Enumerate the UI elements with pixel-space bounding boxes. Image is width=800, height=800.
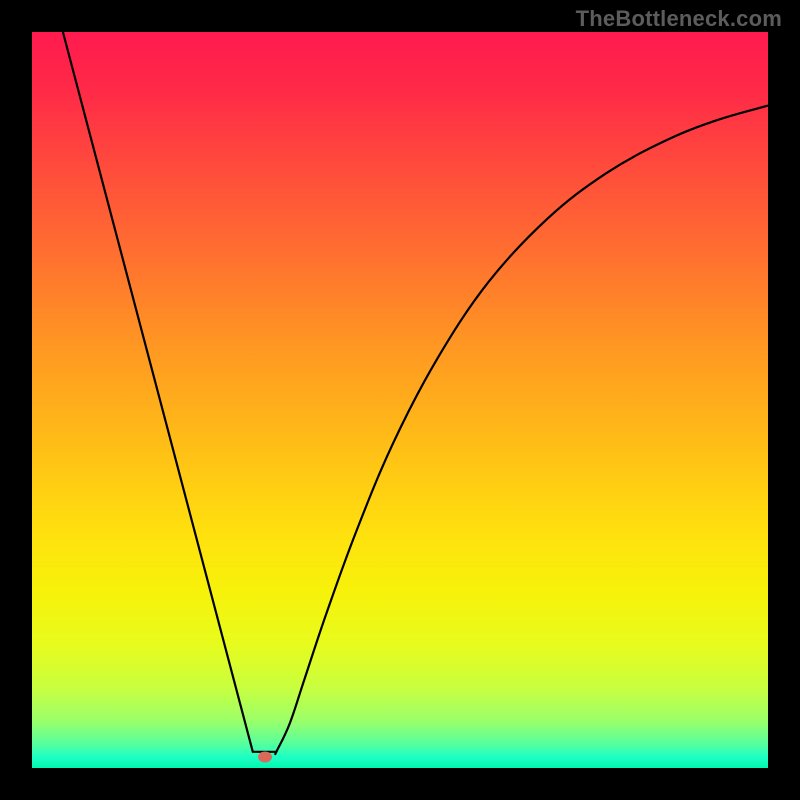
optimum-marker <box>258 751 272 762</box>
watermark-text: TheBottleneck.com <box>576 6 782 32</box>
plot-area <box>32 32 768 768</box>
chart-outer-frame: TheBottleneck.com <box>0 0 800 800</box>
bottleneck-curve <box>32 32 768 768</box>
